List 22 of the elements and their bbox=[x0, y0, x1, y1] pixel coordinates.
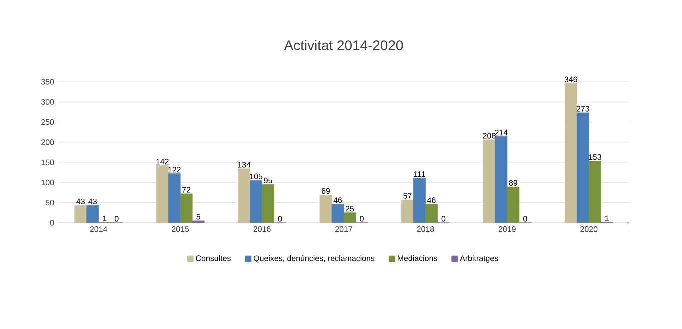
bar bbox=[507, 186, 520, 224]
bar bbox=[483, 140, 496, 224]
bar bbox=[588, 161, 602, 224]
bar bbox=[414, 178, 426, 224]
bar bbox=[576, 112, 590, 224]
bar bbox=[332, 204, 344, 224]
bar bbox=[320, 195, 332, 224]
bar bbox=[564, 83, 578, 224]
bar bbox=[74, 205, 88, 224]
bar bbox=[238, 168, 250, 224]
bar bbox=[192, 220, 205, 224]
bar bbox=[180, 194, 193, 224]
bar bbox=[156, 166, 169, 224]
chart-title: Activitat 2014-2020 bbox=[284, 40, 404, 51]
bar bbox=[402, 200, 414, 224]
bar bbox=[495, 136, 508, 224]
bar bbox=[86, 205, 100, 224]
bar bbox=[426, 204, 438, 224]
bar bbox=[262, 184, 274, 224]
bar bbox=[250, 180, 262, 224]
bar bbox=[344, 212, 356, 224]
bar bbox=[168, 174, 181, 224]
